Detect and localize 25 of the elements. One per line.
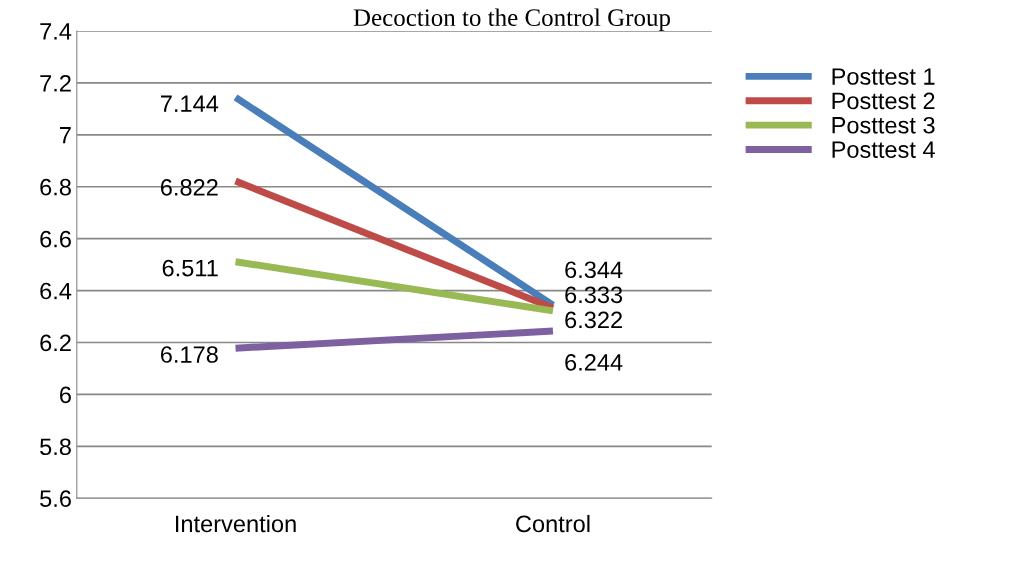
legend-label: Posttest 3: [832, 116, 935, 134]
y-tick-label: 5.6: [40, 490, 71, 508]
data-label: 6.344: [565, 261, 623, 279]
y-tick-label: 6.8: [40, 178, 71, 196]
y-tick-label: 7.4: [40, 23, 72, 40]
y-tick-label: 7: [60, 127, 71, 144]
legend-label: Posttest 4: [832, 141, 935, 158]
data-label: 6.178: [160, 346, 218, 363]
y-tick-label: 6.4: [40, 282, 72, 300]
data-label: 6.322: [565, 311, 622, 329]
x-tick-label: Intervention: [176, 514, 296, 533]
y-tick-label: 6.6: [40, 230, 71, 248]
y-tick-label: 6.2: [40, 334, 71, 352]
legend-label: Posttest 1: [832, 68, 935, 85]
x-tick-label: Control: [516, 514, 590, 533]
data-label: 6.244: [565, 354, 623, 371]
y-tick-label: 7.2: [40, 74, 71, 92]
y-tick-label: 6: [60, 386, 71, 404]
data-label: 6.333: [565, 286, 623, 304]
chart-title: Decoction to the Control Group: [353, 8, 671, 32]
y-tick-label: 5.8: [40, 438, 71, 456]
legend-label: Posttest 2: [832, 92, 935, 110]
data-label: 7.144: [160, 95, 219, 112]
data-label: 6.822: [160, 178, 218, 196]
data-label: 6.511: [162, 259, 218, 277]
